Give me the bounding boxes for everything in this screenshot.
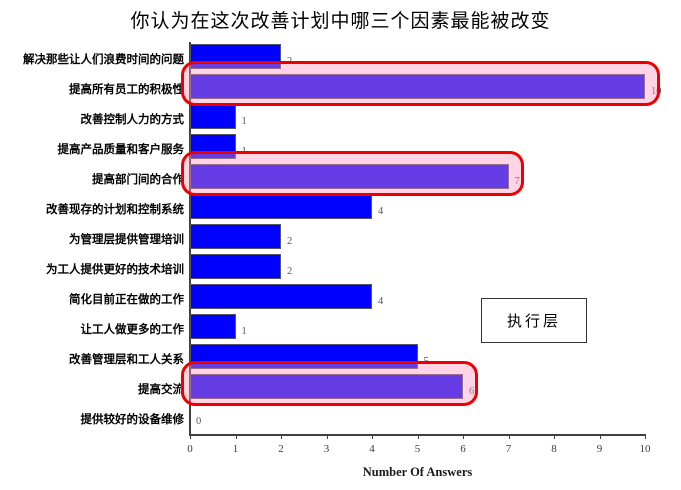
annotation-note-text: 执行层 — [506, 314, 561, 330]
bar — [190, 164, 509, 189]
category-label: 提高所有员工的积极性 — [69, 83, 184, 96]
x-tick — [645, 434, 646, 439]
x-tick — [599, 434, 601, 439]
bar-value-label: 1 — [241, 115, 247, 127]
bar-row: 提供较好的设备维修 0 — [0, 404, 681, 434]
x-tick — [417, 434, 419, 439]
x-tick-label: 5 — [414, 443, 421, 455]
bar — [190, 194, 372, 219]
chart-title: 你认为在这次改善计划中哪三个因素最能被改变 — [130, 11, 551, 32]
x-tick — [281, 434, 282, 439]
bar-value-label: 2 — [287, 55, 293, 67]
category-label: 改善现存的计划和控制系统 — [46, 203, 184, 216]
x-tick — [372, 434, 373, 439]
bar-value-label: 5 — [423, 355, 429, 367]
bar-row: 提高产品质量和客户服务 1 — [0, 134, 681, 164]
bar-value-label: 2 — [287, 235, 293, 247]
bar — [190, 344, 418, 369]
bar-row: 提高所有员工的积极性 10 — [0, 74, 681, 104]
bar-row: 简化目前正在做的工作 4 — [0, 284, 681, 314]
category-label: 为管理层提供管理培训 — [69, 233, 184, 246]
bar-value-label: 1 — [241, 325, 247, 337]
bar-value-label: 1 — [241, 145, 247, 157]
x-tick-label: 8 — [551, 443, 557, 455]
category-label: 让工人做更多的工作 — [80, 323, 185, 336]
x-tick-label: 4 — [369, 443, 375, 455]
bar-value-label: 4 — [378, 295, 384, 307]
x-tick — [235, 434, 237, 439]
category-label: 提高部门间的合作 — [92, 173, 184, 186]
bar-row: 改善现存的计划和控制系统 4 — [0, 194, 681, 224]
category-label: 提高产品质量和客户服务 — [57, 143, 185, 156]
y-axis-line — [189, 42, 191, 434]
bar — [190, 284, 372, 309]
bar-row: 改善控制人力的方式 1 — [0, 104, 681, 134]
x-tick-label: 1 — [232, 443, 239, 455]
bar-value-label: 4 — [378, 205, 384, 217]
bar-row: 为管理层提供管理培训 2 — [0, 224, 681, 254]
bar-row: 让工人做更多的工作 1 — [0, 314, 681, 344]
x-tick — [463, 434, 464, 439]
x-tick — [554, 434, 555, 439]
category-label: 提供较好的设备维修 — [80, 413, 185, 426]
x-tick-label: 0 — [187, 443, 193, 455]
x-tick-label: 3 — [323, 443, 330, 455]
category-label: 提高交流 — [138, 383, 184, 396]
bar — [190, 254, 281, 279]
bar — [190, 44, 281, 69]
x-tick — [190, 434, 191, 439]
bar-value-label: 2 — [287, 265, 293, 277]
x-tick-label: 10 — [639, 443, 651, 455]
bar-row: 提高部门间的合作 7 — [0, 164, 681, 194]
category-label: 简化目前正在做的工作 — [69, 293, 184, 306]
x-tick — [326, 434, 328, 439]
bar-row: 改善管理层和工人关系 5 — [0, 344, 681, 374]
bar — [190, 104, 236, 129]
bar — [190, 374, 463, 399]
x-tick-label: 6 — [460, 443, 466, 455]
x-tick-label: 7 — [505, 443, 512, 455]
category-label: 改善管理层和工人关系 — [69, 353, 184, 366]
category-label: 解决那些让人们浪费时间的问题 — [23, 53, 184, 66]
bar — [190, 74, 645, 99]
category-label: 改善控制人力的方式 — [80, 113, 185, 126]
x-axis-title: Number Of Answers — [362, 465, 473, 479]
x-tick-label: 9 — [596, 443, 603, 455]
x-tick-label: 2 — [278, 443, 284, 455]
x-tick — [508, 434, 510, 439]
bar — [190, 134, 236, 159]
bar-value-label: 0 — [196, 415, 202, 427]
annotation-note-box: 执行层 — [481, 298, 587, 343]
bar-value-label: 10 — [651, 85, 662, 97]
bar-value-label: 7 — [514, 175, 520, 187]
bar — [190, 314, 236, 339]
bar — [190, 224, 281, 249]
bar-value-label: 6 — [469, 385, 475, 397]
bar-row: 提高交流 6 — [0, 374, 681, 404]
bar-row: 解决那些让人们浪费时间的问题 2 — [0, 44, 681, 74]
bar-row: 为工人提供更好的技术培训 2 — [0, 254, 681, 284]
category-label: 为工人提供更好的技术培训 — [46, 263, 184, 276]
